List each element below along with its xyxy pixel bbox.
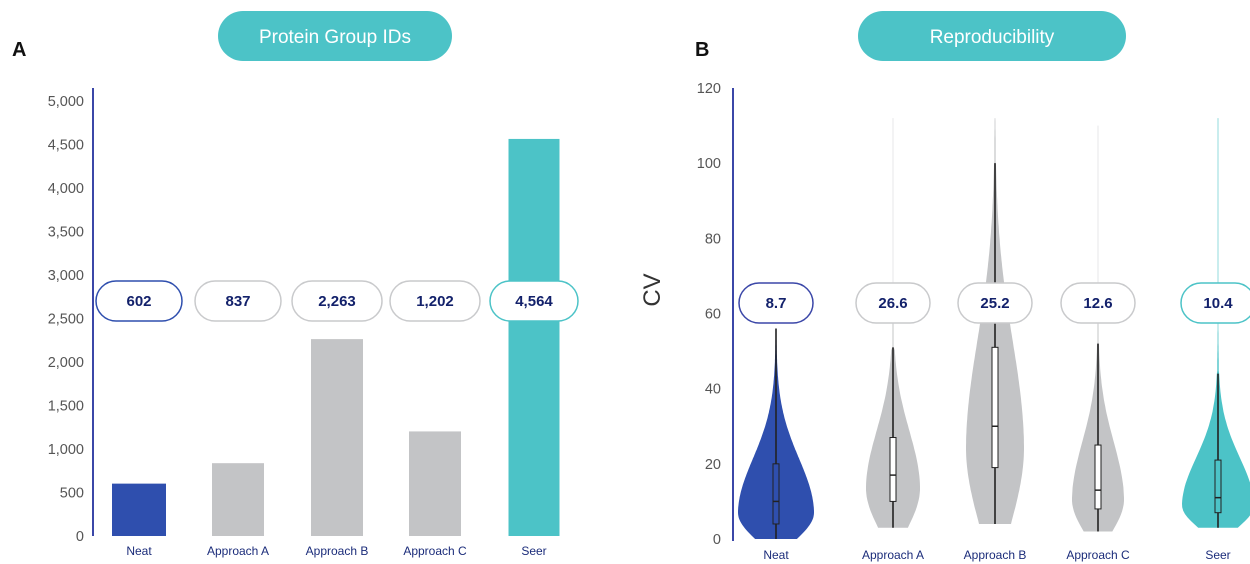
- median-pill: [855, 282, 931, 324]
- panel-b-title-pill: [858, 11, 1126, 61]
- panel-b-y-ticks: 0 20 40 60 80 100 120: [697, 81, 721, 548]
- bar-seer: [508, 138, 560, 536]
- median-value-label: 26.6: [878, 295, 907, 312]
- panel-a-value-labels: 602 837 2,263 1,202 4,564: [95, 280, 579, 322]
- panel-b-letter: B: [695, 39, 709, 61]
- value-label: 1,202: [416, 293, 454, 310]
- box-neat: [772, 463, 780, 525]
- median-pill: [1180, 282, 1250, 324]
- panel-a-y-tick-label: 500: [60, 486, 84, 502]
- category-label: Approach C: [403, 544, 467, 558]
- panel-b-median-labels: 8.7 26.6 25.2 12.6 10.4: [738, 282, 1250, 324]
- panel-b-y-tick-label: 0: [713, 532, 721, 548]
- bar-approach-a: [212, 463, 264, 536]
- box-approach-c: [1094, 444, 1102, 510]
- panel-b-y-tick-label: 120: [697, 81, 721, 97]
- panel-b: B Reproducibility CV 0 20 40 60 80 100 120 8.7…: [639, 11, 1250, 562]
- box-seer: [1214, 459, 1222, 514]
- panel-b-title: Reproducibility: [930, 27, 1055, 48]
- bar-approach-b: [311, 339, 363, 536]
- box-approach-b: [991, 346, 999, 469]
- median-value-label: 10.4: [1203, 295, 1233, 312]
- category-label: Seer: [521, 544, 546, 558]
- value-pill: [194, 280, 282, 322]
- median-value-label: 25.2: [980, 295, 1009, 312]
- panel-b-category-labels: Neat Approach A Approach B Approach C Seer: [763, 548, 1230, 562]
- panel-a-letter: A: [12, 39, 26, 61]
- value-label: 4,564: [515, 293, 553, 310]
- category-label: Seer: [1205, 548, 1230, 562]
- panel-b-y-tick-label: 80: [705, 231, 721, 247]
- category-label: Approach B: [306, 544, 369, 558]
- category-label: Neat: [763, 548, 789, 562]
- value-label: 837: [225, 293, 250, 310]
- value-label: 2,263: [318, 293, 356, 310]
- panel-a-y-ticks: 0 500 1,000 1,500 2,000 2,500 3,000 3,500 4,000 4…: [48, 94, 84, 545]
- value-pill: [291, 280, 383, 322]
- panel-a-y-tick-label: 4,500: [48, 138, 84, 154]
- value-pill: [489, 280, 579, 322]
- median-value-label: 12.6: [1083, 295, 1112, 312]
- panel-b-y-tick-label: 40: [705, 382, 721, 398]
- median-pill: [738, 282, 814, 324]
- panel-a-y-tick-label: 5,000: [48, 94, 84, 110]
- value-pill: [95, 280, 183, 322]
- category-label: Approach C: [1066, 548, 1130, 562]
- category-label: Neat: [126, 544, 152, 558]
- panel-a-y-tick-label: 0: [76, 529, 84, 545]
- value-label: 602: [126, 293, 151, 310]
- panel-b-y-axis-label: CV: [639, 273, 666, 306]
- box-approach-a: [889, 437, 897, 502]
- category-label: Approach A: [207, 544, 269, 558]
- value-pill: [389, 280, 481, 322]
- panel-a-y-tick-label: 4,000: [48, 181, 84, 197]
- median-pill: [957, 282, 1033, 324]
- panel-a-y-tick-label: 1,000: [48, 442, 84, 458]
- category-label: Approach A: [862, 548, 924, 562]
- violin-seer: [1182, 118, 1250, 528]
- panel-a-y-tick-label: 1,500: [48, 399, 84, 415]
- panel-a: A Protein Group IDs 0 500 1,000 1,500 2,000 2…: [12, 11, 579, 558]
- bar-approach-c: [409, 431, 461, 536]
- panel-a-title-pill: [218, 11, 452, 61]
- panel-b-y-tick-label: 100: [697, 156, 721, 172]
- bar-neat: [112, 483, 166, 536]
- violin-approach-c: [1072, 125, 1124, 532]
- panel-b-y-tick-label: 20: [705, 457, 721, 473]
- panel-a-y-tick-label: 2,000: [48, 355, 84, 371]
- panel-a-category-labels: Neat Approach A Approach B Approach C Seer: [126, 544, 546, 558]
- panel-a-y-tick-label: 3,500: [48, 225, 84, 241]
- panel-b-violins: [738, 118, 1250, 539]
- panel-b-y-tick-label: 60: [705, 307, 721, 323]
- median-pill: [1060, 282, 1136, 324]
- category-label: Approach B: [964, 548, 1027, 562]
- panel-a-y-tick-label: 3,000: [48, 268, 84, 284]
- panel-a-bars: [112, 138, 560, 536]
- panel-a-y-tick-label: 2,500: [48, 312, 84, 328]
- panel-a-title: Protein Group IDs: [259, 27, 411, 48]
- median-value-label: 8.7: [766, 295, 787, 312]
